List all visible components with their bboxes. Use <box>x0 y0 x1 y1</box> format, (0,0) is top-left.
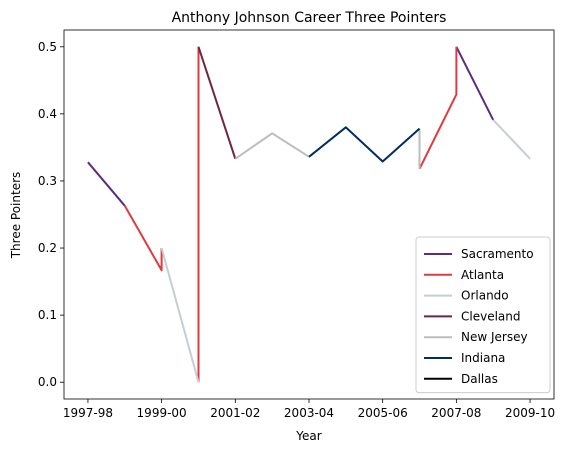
series-line-sacramento <box>455 46 495 121</box>
y-tick-label: 0.2 <box>38 241 57 255</box>
chart-title: Anthony Johnson Career Three Pointers <box>172 10 447 26</box>
y-tick-label: 0.0 <box>38 375 57 389</box>
legend-label: Cleveland <box>461 309 521 323</box>
legend-label: Sacramento <box>461 247 534 261</box>
plot-area <box>63 29 555 400</box>
series-line-indiana <box>308 126 421 163</box>
series-line-cleveland <box>197 46 237 160</box>
y-tick-label: 0.4 <box>38 107 57 121</box>
x-axis: 1997-98 1999-00 2001-02 2003-04 2005-06 2007-… <box>63 399 555 420</box>
series-line-atlanta <box>123 205 163 272</box>
series-line-sacramento <box>87 161 126 207</box>
legend-label: Orlando <box>461 289 509 303</box>
x-tick-label: 1999-00 <box>137 406 187 420</box>
x-tick-label: 2003-04 <box>284 406 334 420</box>
series-line-orlando <box>160 247 200 383</box>
legend-label: Indiana <box>461 351 505 365</box>
x-tick-label: 2001-02 <box>210 406 260 420</box>
y-tick-label: 0.1 <box>38 308 57 322</box>
y-axis: 0.0 0.1 0.2 0.3 0.4 0.5 <box>38 40 64 389</box>
series-line-orlando <box>492 119 531 160</box>
x-tick-label: 2005-06 <box>358 406 408 420</box>
legend-label: Atlanta <box>461 268 504 282</box>
series-line-atlanta <box>418 46 458 170</box>
y-tick-label: 0.3 <box>38 174 57 188</box>
x-tick-label: 2007-08 <box>431 406 481 420</box>
series-line-new-jersey <box>234 132 310 160</box>
legend-label: New Jersey <box>461 330 528 344</box>
x-axis-label: Year <box>295 429 321 443</box>
y-axis-label: Three Pointers <box>9 172 23 260</box>
y-tick-label: 0.5 <box>38 40 57 54</box>
x-tick-label: 2009-10 <box>505 406 555 420</box>
legend-frame <box>415 236 551 394</box>
legend-label: Dallas <box>461 372 498 386</box>
legend: Sacramento Atlanta Orlando Cleveland New Jer… <box>415 236 551 394</box>
x-tick-label: 1997-98 <box>63 406 113 420</box>
